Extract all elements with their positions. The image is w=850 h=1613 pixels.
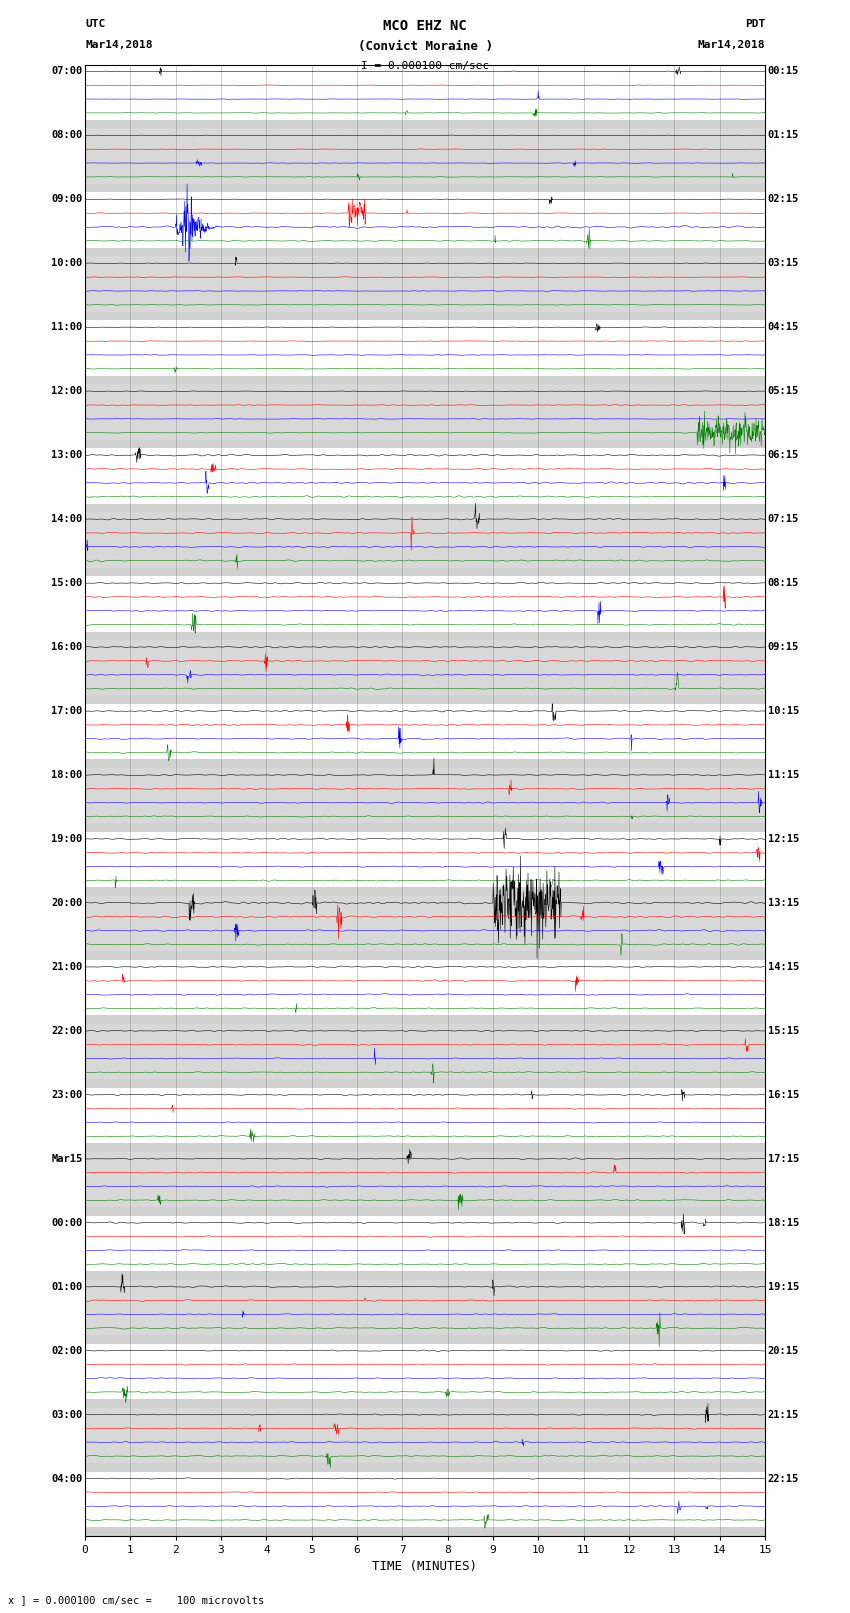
Text: 00:15: 00:15 xyxy=(768,66,799,76)
Text: (Convict Moraine ): (Convict Moraine ) xyxy=(358,40,492,53)
Text: 11:15: 11:15 xyxy=(768,769,799,781)
Bar xyxy=(85,576,765,632)
Bar xyxy=(85,1471,765,1528)
Bar xyxy=(85,1216,765,1271)
Text: PDT: PDT xyxy=(745,19,765,29)
Bar xyxy=(85,832,765,887)
Text: 15:15: 15:15 xyxy=(768,1026,799,1036)
Text: 11:00: 11:00 xyxy=(51,323,82,332)
Text: 19:15: 19:15 xyxy=(768,1282,799,1292)
Bar xyxy=(85,1408,765,1463)
Text: 02:00: 02:00 xyxy=(51,1345,82,1355)
Text: 22:15: 22:15 xyxy=(768,1474,799,1484)
Bar xyxy=(85,1279,765,1336)
Bar xyxy=(85,895,765,952)
Text: 18:15: 18:15 xyxy=(768,1218,799,1227)
Bar xyxy=(85,384,765,440)
Text: 04:00: 04:00 xyxy=(51,1474,82,1484)
Text: 06:15: 06:15 xyxy=(768,450,799,460)
Text: 00:00: 00:00 xyxy=(51,1218,82,1227)
Bar xyxy=(85,1344,765,1398)
Text: Mar15: Mar15 xyxy=(51,1153,82,1163)
Text: 12:15: 12:15 xyxy=(768,834,799,844)
Bar xyxy=(85,129,765,184)
Text: 17:00: 17:00 xyxy=(51,706,82,716)
Text: UTC: UTC xyxy=(85,19,105,29)
Text: Mar14,2018: Mar14,2018 xyxy=(698,40,765,50)
Text: 09:00: 09:00 xyxy=(51,194,82,205)
Text: 17:15: 17:15 xyxy=(768,1153,799,1163)
Text: 14:15: 14:15 xyxy=(768,961,799,973)
Text: Mar14,2018: Mar14,2018 xyxy=(85,40,152,50)
Text: 13:15: 13:15 xyxy=(768,898,799,908)
Text: 08:00: 08:00 xyxy=(51,131,82,140)
Text: x ] = 0.000100 cm/sec =    100 microvolts: x ] = 0.000100 cm/sec = 100 microvolts xyxy=(8,1595,264,1605)
Text: 01:15: 01:15 xyxy=(768,131,799,140)
Text: 10:00: 10:00 xyxy=(51,258,82,268)
Text: 23:00: 23:00 xyxy=(51,1090,82,1100)
Bar xyxy=(85,960,765,1015)
Text: 22:00: 22:00 xyxy=(51,1026,82,1036)
Text: 15:00: 15:00 xyxy=(51,577,82,589)
Bar xyxy=(85,1152,765,1207)
Bar xyxy=(85,705,765,760)
Bar xyxy=(85,448,765,503)
Text: 12:00: 12:00 xyxy=(51,386,82,397)
Text: 07:00: 07:00 xyxy=(51,66,82,76)
Text: 16:00: 16:00 xyxy=(51,642,82,652)
Text: 03:00: 03:00 xyxy=(51,1410,82,1419)
Text: MCO EHZ NC: MCO EHZ NC xyxy=(383,19,467,34)
Text: 13:00: 13:00 xyxy=(51,450,82,460)
Text: 21:00: 21:00 xyxy=(51,961,82,973)
Text: 05:15: 05:15 xyxy=(768,386,799,397)
Text: 20:15: 20:15 xyxy=(768,1345,799,1355)
Text: 08:15: 08:15 xyxy=(768,577,799,589)
Bar xyxy=(85,1024,765,1079)
Text: 16:15: 16:15 xyxy=(768,1090,799,1100)
Bar xyxy=(85,640,765,695)
X-axis label: TIME (MINUTES): TIME (MINUTES) xyxy=(372,1560,478,1573)
Text: 20:00: 20:00 xyxy=(51,898,82,908)
Text: 09:15: 09:15 xyxy=(768,642,799,652)
Bar xyxy=(85,65,765,119)
Text: 10:15: 10:15 xyxy=(768,706,799,716)
Text: 21:15: 21:15 xyxy=(768,1410,799,1419)
Text: 07:15: 07:15 xyxy=(768,515,799,524)
Bar xyxy=(85,256,765,311)
Text: 19:00: 19:00 xyxy=(51,834,82,844)
Text: 01:00: 01:00 xyxy=(51,1282,82,1292)
Bar xyxy=(85,513,765,568)
Bar xyxy=(85,192,765,248)
Text: I = 0.000100 cm/sec: I = 0.000100 cm/sec xyxy=(361,61,489,71)
Bar xyxy=(85,321,765,376)
Text: 04:15: 04:15 xyxy=(768,323,799,332)
Text: 18:00: 18:00 xyxy=(51,769,82,781)
Text: 14:00: 14:00 xyxy=(51,515,82,524)
Text: 02:15: 02:15 xyxy=(768,194,799,205)
Text: 03:15: 03:15 xyxy=(768,258,799,268)
Bar xyxy=(85,1087,765,1144)
Bar xyxy=(85,768,765,823)
